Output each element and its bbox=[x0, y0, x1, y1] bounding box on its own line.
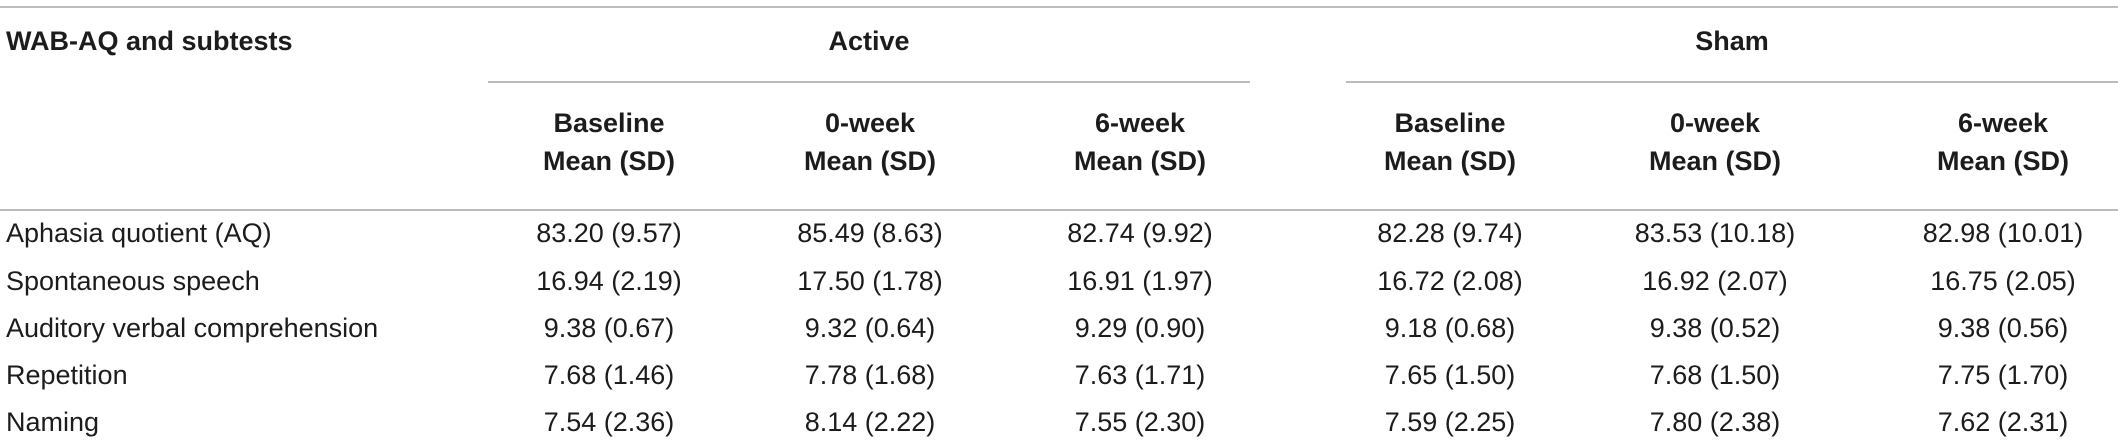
subheader-line1: Baseline bbox=[1394, 108, 1506, 138]
table-cell: 9.38 (0.52) bbox=[1649, 313, 1781, 343]
table-cell: 7.63 (1.71) bbox=[1074, 360, 1206, 390]
header-bottom-rule bbox=[0, 209, 2118, 211]
table-cell: 16.72 (2.08) bbox=[1377, 266, 1523, 296]
subheader-line2: Mean (SD) bbox=[1648, 146, 1781, 176]
table-cell: 7.62 (2.31) bbox=[1937, 407, 2069, 437]
subheader-line2: Mean (SD) bbox=[542, 146, 675, 176]
table-cell: 9.29 (0.90) bbox=[1074, 313, 1206, 343]
table-cell: 82.74 (9.92) bbox=[1067, 218, 1213, 248]
table-cell: 9.38 (0.67) bbox=[543, 313, 675, 343]
row-label: Repetition bbox=[6, 360, 128, 390]
sham-group-rule bbox=[1346, 81, 2118, 83]
table-cell: 7.55 (2.30) bbox=[1074, 407, 1206, 437]
table-cell: 83.20 (9.57) bbox=[536, 218, 682, 248]
table-cell: 83.53 (10.18) bbox=[1634, 218, 1796, 248]
row-label: Aphasia quotient (AQ) bbox=[6, 218, 272, 248]
subheader-sham-6week: 6-week Mean (SD) bbox=[1888, 104, 2118, 180]
table-cell: 9.18 (0.68) bbox=[1384, 313, 1516, 343]
table-cell: 7.68 (1.50) bbox=[1649, 360, 1781, 390]
subheader-active-baseline: Baseline Mean (SD) bbox=[488, 104, 730, 180]
table-cell: 9.32 (0.64) bbox=[804, 313, 936, 343]
table-cell: 7.59 (2.25) bbox=[1384, 407, 1516, 437]
group-header-sham: Sham bbox=[1695, 26, 1769, 56]
table-cell: 17.50 (1.78) bbox=[797, 266, 943, 296]
table-cell: 16.75 (2.05) bbox=[1930, 266, 2076, 296]
table-cell: 7.68 (1.46) bbox=[543, 360, 675, 390]
subheader-active-6week: 6-week Mean (SD) bbox=[1010, 104, 1270, 180]
row-label: Auditory verbal comprehension bbox=[6, 313, 379, 343]
table-cell: 7.54 (2.36) bbox=[543, 407, 675, 437]
subheader-line2: Mean (SD) bbox=[1936, 146, 2069, 176]
subheader-active-0week: 0-week Mean (SD) bbox=[740, 104, 1000, 180]
subheader-line2: Mean (SD) bbox=[1383, 146, 1516, 176]
table-cell: 85.49 (8.63) bbox=[797, 218, 943, 248]
table-cell: 7.65 (1.50) bbox=[1384, 360, 1516, 390]
subheader-line1: 6-week bbox=[1957, 108, 2049, 138]
table-cell: 7.75 (1.70) bbox=[1937, 360, 2069, 390]
subheader-line1: 0-week bbox=[824, 108, 916, 138]
table-cell: 7.78 (1.68) bbox=[804, 360, 936, 390]
table-cell: 16.91 (1.97) bbox=[1067, 266, 1213, 296]
table-cell: 16.94 (2.19) bbox=[536, 266, 682, 296]
table-top-rule bbox=[0, 6, 2118, 8]
subheader-line1: 6-week bbox=[1094, 108, 1186, 138]
table-cell: 16.92 (2.07) bbox=[1642, 266, 1788, 296]
table-cell: 8.14 (2.22) bbox=[804, 407, 936, 437]
table-cell: 82.28 (9.74) bbox=[1377, 218, 1523, 248]
table-cell: 7.80 (2.38) bbox=[1649, 407, 1781, 437]
row-label: Spontaneous speech bbox=[6, 266, 260, 296]
table-cell: 9.38 (0.56) bbox=[1937, 313, 2069, 343]
row-label: Naming bbox=[6, 407, 100, 437]
subheader-line2: Mean (SD) bbox=[803, 146, 936, 176]
table-cell: 82.98 (10.01) bbox=[1922, 218, 2084, 248]
subheader-line1: Baseline bbox=[553, 108, 665, 138]
subheader-line2: Mean (SD) bbox=[1073, 146, 1206, 176]
subheader-sham-baseline: Baseline Mean (SD) bbox=[1320, 104, 1580, 180]
active-group-rule bbox=[488, 81, 1250, 83]
subheader-sham-0week: 0-week Mean (SD) bbox=[1590, 104, 1840, 180]
stub-header: WAB-AQ and subtests bbox=[6, 26, 293, 56]
group-header-active: Active bbox=[828, 26, 910, 56]
subheader-line1: 0-week bbox=[1669, 108, 1761, 138]
